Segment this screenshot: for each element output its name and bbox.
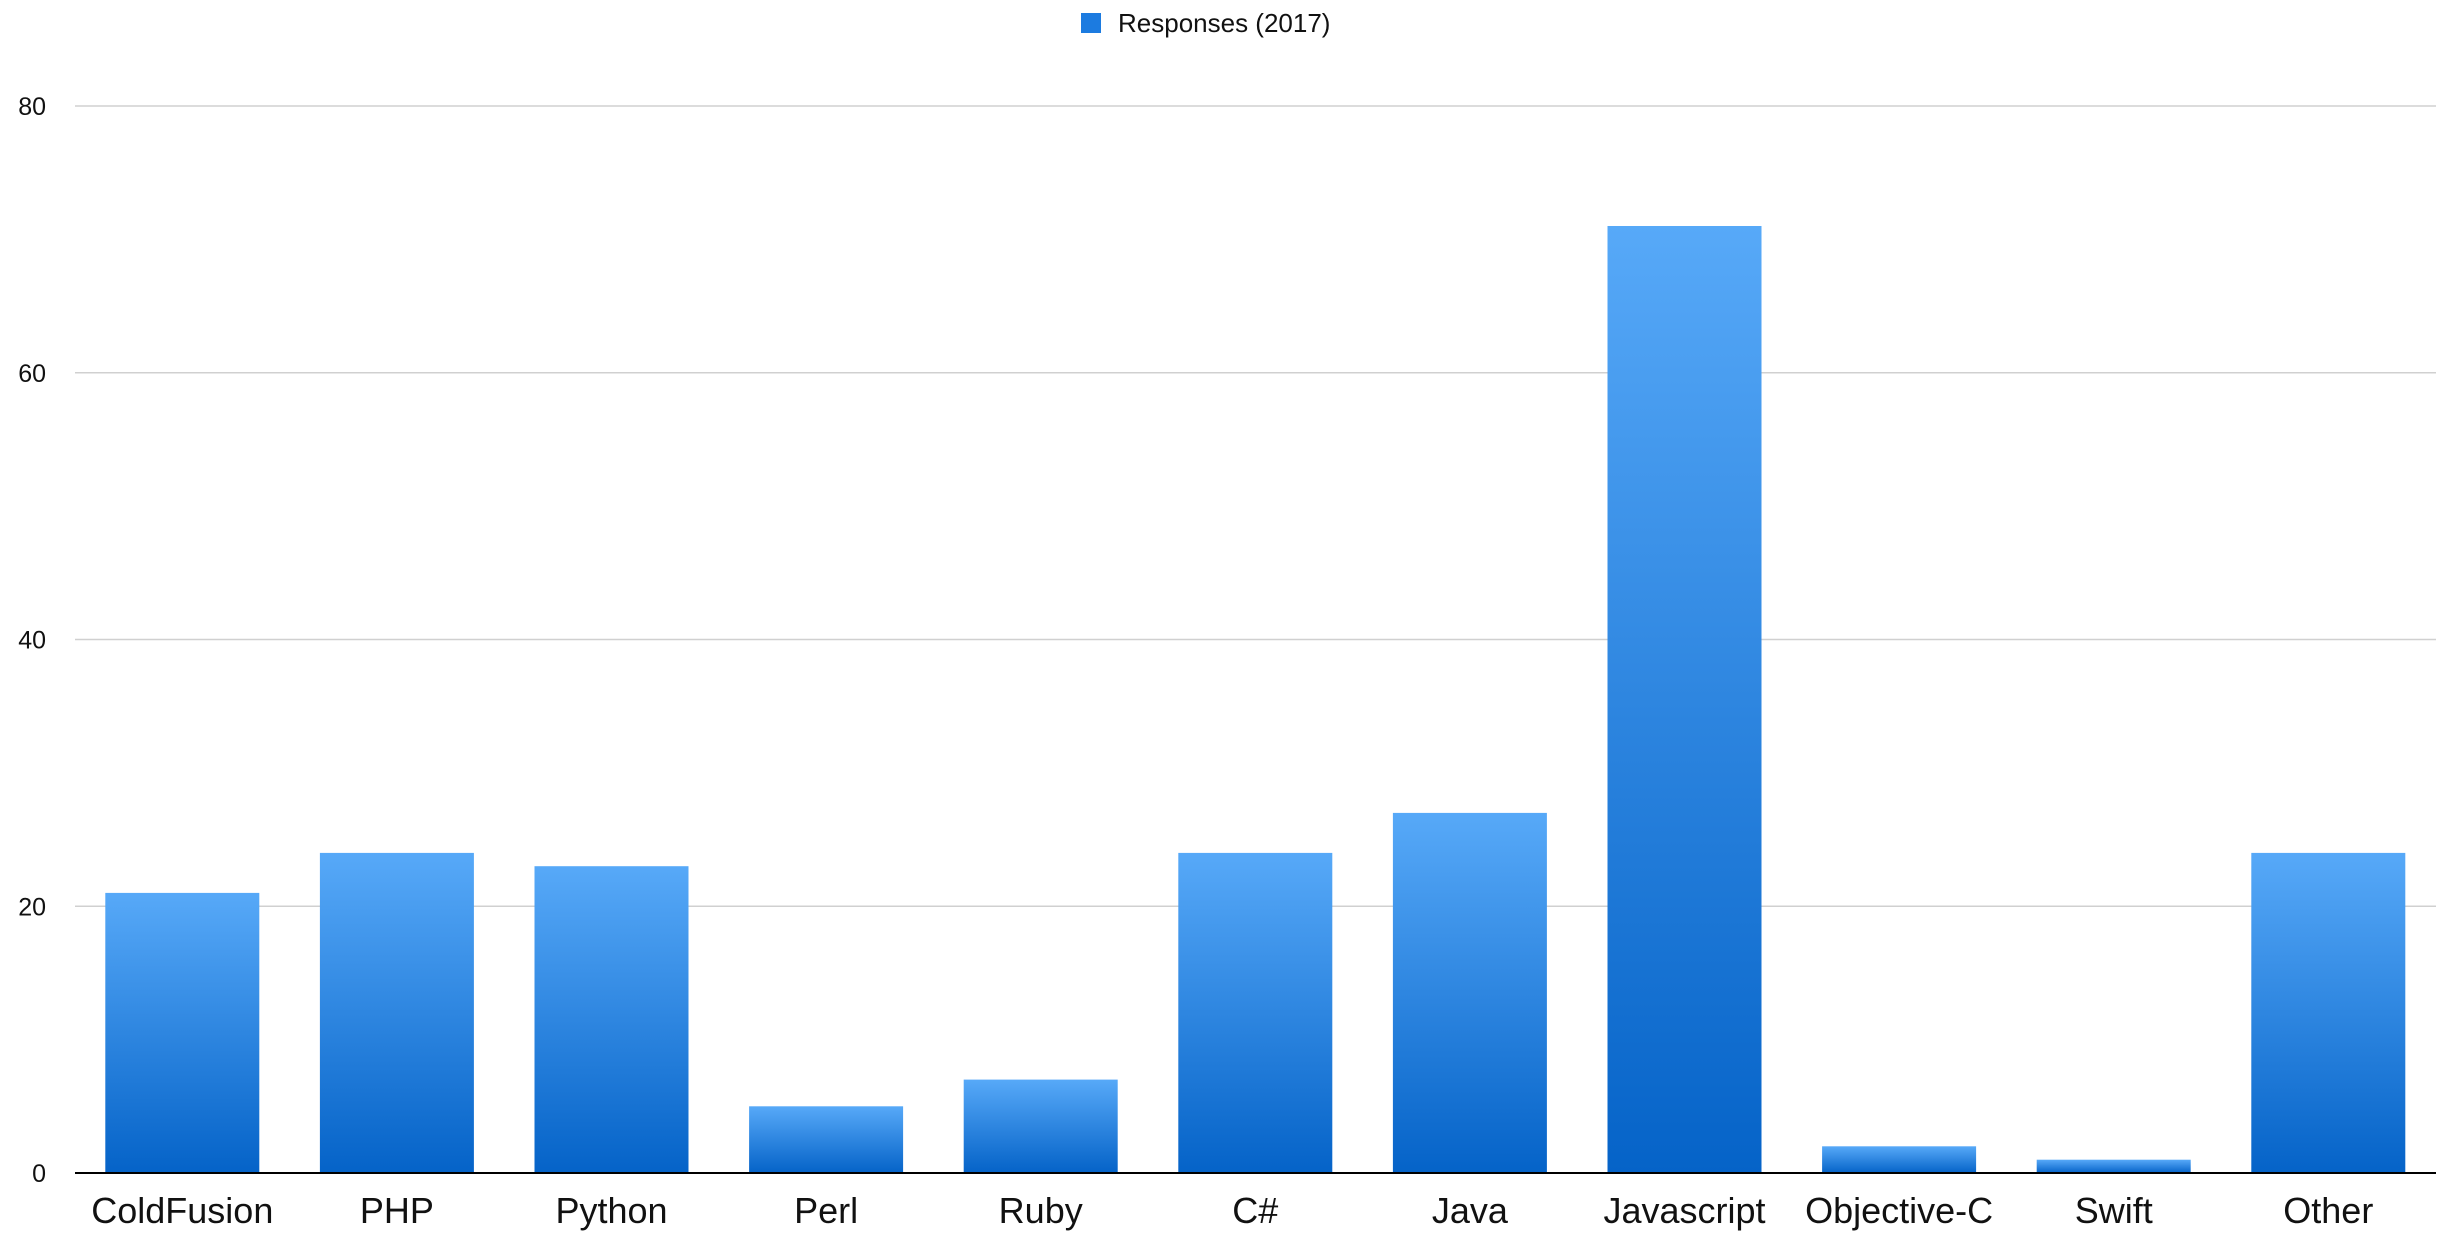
y-tick-label: 0 <box>32 1160 46 1188</box>
bar-python <box>534 866 689 1173</box>
x-tick-label: Other <box>2283 1190 2373 1231</box>
x-axis-ticks: ColdFusion PHP Python Perl Ruby C# Java Javascr… <box>91 1190 2373 1231</box>
legend: Responses (2017) <box>1081 8 1330 38</box>
x-tick-label: Perl <box>794 1190 858 1231</box>
x-tick-label: Javascript <box>1603 1190 1765 1231</box>
bars <box>105 226 2406 1173</box>
x-tick-label: Ruby <box>999 1190 1083 1231</box>
x-tick-label: Java <box>1432 1190 1509 1231</box>
bar-coldfusion <box>105 892 260 1173</box>
x-tick-label: C# <box>1232 1190 1278 1231</box>
x-tick-label: PHP <box>360 1190 434 1231</box>
bar-php <box>319 852 474 1173</box>
y-tick-label: 80 <box>18 93 46 121</box>
bar-swift <box>2036 1159 2191 1173</box>
y-tick-label: 20 <box>18 893 46 921</box>
y-axis-ticks: 0 20 40 60 80 <box>18 93 46 1188</box>
bar-javascript <box>1607 226 1762 1173</box>
bar-perl <box>749 1106 904 1173</box>
x-tick-label: ColdFusion <box>91 1190 273 1231</box>
bar-objective-c <box>1822 1146 1977 1173</box>
gridlines <box>75 105 2436 907</box>
y-tick-label: 60 <box>18 360 46 388</box>
bar-java <box>1392 812 1547 1173</box>
x-tick-label: Python <box>555 1190 667 1231</box>
x-tick-label: Objective-C <box>1805 1190 1993 1231</box>
bar-ruby <box>963 1079 1118 1173</box>
legend-label: Responses (2017) <box>1118 8 1330 38</box>
legend-swatch <box>1081 13 1101 33</box>
bar-other <box>2251 852 2406 1173</box>
bar-csharp <box>1178 852 1333 1173</box>
x-tick-label: Swift <box>2075 1190 2153 1231</box>
y-tick-label: 40 <box>18 627 46 655</box>
